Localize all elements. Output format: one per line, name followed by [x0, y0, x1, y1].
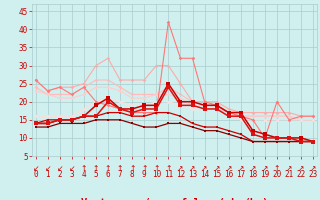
Text: ↑: ↑ [117, 164, 123, 173]
Text: ↙: ↙ [32, 164, 39, 173]
Text: ↙: ↙ [44, 164, 51, 173]
Text: ↑: ↑ [153, 164, 159, 173]
Text: ↗: ↗ [226, 164, 232, 173]
Text: ↗: ↗ [177, 164, 184, 173]
Text: ↑: ↑ [105, 164, 111, 173]
Text: ↗: ↗ [286, 164, 292, 173]
Text: ↑: ↑ [93, 164, 99, 173]
X-axis label: Vent moyen/en rafales ( km/h ): Vent moyen/en rafales ( km/h ) [81, 198, 268, 200]
Text: ↗: ↗ [189, 164, 196, 173]
Text: ↑: ↑ [81, 164, 87, 173]
Text: ↗: ↗ [298, 164, 304, 173]
Text: ↗: ↗ [237, 164, 244, 173]
Text: ↙: ↙ [57, 164, 63, 173]
Text: ↗: ↗ [201, 164, 208, 173]
Text: ↑: ↑ [165, 164, 172, 173]
Text: ↙: ↙ [68, 164, 75, 173]
Text: ↗: ↗ [262, 164, 268, 173]
Text: ↑: ↑ [129, 164, 135, 173]
Text: ↗: ↗ [213, 164, 220, 173]
Text: ↑: ↑ [274, 164, 280, 173]
Text: ↑: ↑ [141, 164, 148, 173]
Text: ↗: ↗ [310, 164, 316, 173]
Text: ↗: ↗ [250, 164, 256, 173]
